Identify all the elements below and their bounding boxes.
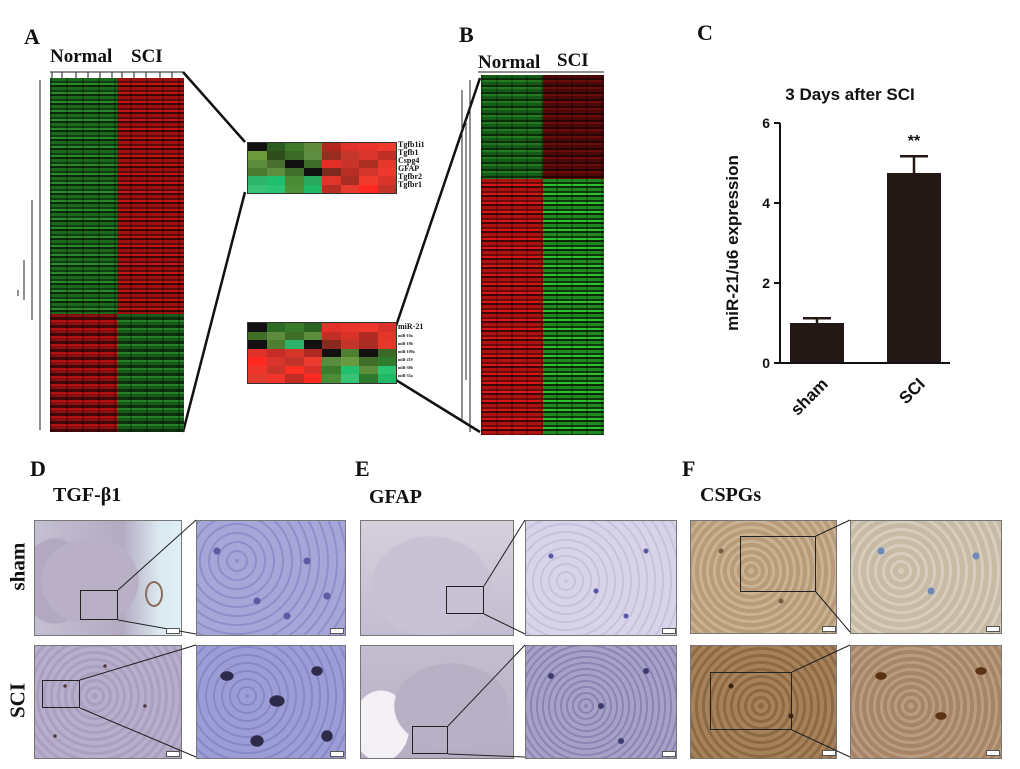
- panel-c-bar-chart: 3 Days after SCI miR-21/u6 expression 0 2…: [723, 85, 950, 419]
- mirna-label: miR-30b: [398, 365, 413, 370]
- scale-bar: [986, 626, 1000, 632]
- scale-bar: [986, 750, 1000, 756]
- chart-error-bar: [900, 154, 928, 173]
- panel-b-normal-label: Normal: [478, 52, 541, 73]
- mirna-label: miR-219: [398, 357, 413, 362]
- panel-letter-a: A: [24, 24, 40, 49]
- panel-letter-d: D: [30, 456, 46, 481]
- mirna-label: miR-19b: [398, 341, 413, 346]
- scale-bar: [662, 628, 676, 634]
- mirna-label: miR-33a: [398, 373, 413, 378]
- gfap-sham-inset-box: [446, 586, 484, 614]
- gene-label: Tgfbr2: [398, 172, 422, 181]
- panel-a-dendrogram: [17, 71, 184, 430]
- scale-bar: [166, 628, 180, 634]
- cspgs-sham-overview: [690, 520, 837, 634]
- stain-title-gfap: GFAP: [369, 486, 422, 508]
- panel-b-sci-label: SCI: [557, 50, 589, 71]
- gene-zoom-heatmap: [247, 142, 397, 194]
- scale-bar: [822, 626, 836, 632]
- gene-label: Tgfbr1: [398, 180, 422, 189]
- mirna-label-list: miR-21 miR-19a miR-19b miR-199a miR-219 …: [398, 322, 423, 378]
- panel-letter-c: C: [697, 20, 713, 45]
- panel-letter-f: F: [682, 456, 696, 481]
- cspgs-sci-inset-box: [710, 672, 792, 730]
- gfap-sham-zoom: [525, 520, 677, 636]
- scale-bar: [330, 628, 344, 634]
- gfap-sci-inset-box: [412, 726, 448, 754]
- panel-letter-e: E: [355, 456, 370, 481]
- tgfb1-sham-overview: [34, 520, 182, 636]
- gfap-sci-zoom: [525, 645, 677, 759]
- mirna-label: miR-199a: [398, 349, 415, 354]
- scale-bar: [330, 751, 344, 757]
- scale-bar: [662, 751, 676, 757]
- gene-label: Cspg4: [398, 156, 420, 165]
- tgfb1-sham-inset-box: [80, 590, 118, 620]
- panel-a-normal-label: Normal: [50, 46, 113, 67]
- mirna-zoom-heatmap: [247, 322, 397, 384]
- chart-significance-annotation: **: [908, 133, 921, 150]
- gene-label: Tgfb1i1: [398, 140, 425, 149]
- tgfb1-sci-overview: [34, 645, 182, 759]
- chart-y-ticks: 0 2 4 6: [762, 115, 780, 371]
- panel-letter-b: B: [459, 22, 474, 47]
- chart-y-tick-label: 4: [762, 195, 770, 211]
- tgfb1-sci-inset-box: [42, 680, 80, 708]
- tgfb1-sci-zoom: [196, 645, 346, 759]
- stain-title-cspgs: CSPGs: [700, 484, 762, 506]
- mirna-label-main: miR-21: [398, 322, 424, 331]
- cspgs-sham-zoom: [850, 520, 1002, 634]
- gene-label-list: Tgfb1i1 Tgfb1 Cspg4 GFAP Tgfbr2 Tgfbr1: [398, 141, 425, 189]
- tgfb1-sham-zoom: [196, 520, 346, 636]
- chart-title: 3 Days after SCI: [785, 85, 914, 104]
- mirna-label: miR-19a: [398, 333, 413, 338]
- chart-y-tick-label: 0: [762, 355, 770, 371]
- chart-bar-sham: [790, 323, 844, 363]
- gene-label: Tgfb1: [398, 148, 419, 157]
- panel-a-sci-label: SCI: [131, 46, 163, 67]
- chart-error-bar: [803, 316, 831, 323]
- chart-y-tick-label: 6: [762, 115, 770, 131]
- chart-bars: [790, 154, 941, 363]
- scale-bar: [166, 751, 180, 757]
- cspgs-sci-zoom: [850, 645, 1002, 759]
- cspgs-sham-inset-box: [740, 536, 816, 592]
- chart-y-axis-label: miR-21/u6 expression: [723, 155, 742, 331]
- scale-bar: [822, 750, 836, 756]
- chart-bar-sci: [887, 173, 941, 363]
- panel-b-dendrogram: [461, 71, 604, 432]
- gfap-sci-overview: [360, 645, 514, 759]
- panel-b-heatmap: [481, 75, 604, 435]
- stain-title-tgfb1: TGF-β1: [53, 484, 122, 506]
- chart-y-tick-label: 2: [762, 275, 770, 291]
- panel-a-heatmap: [50, 78, 184, 432]
- gene-label: GFAP: [398, 164, 420, 173]
